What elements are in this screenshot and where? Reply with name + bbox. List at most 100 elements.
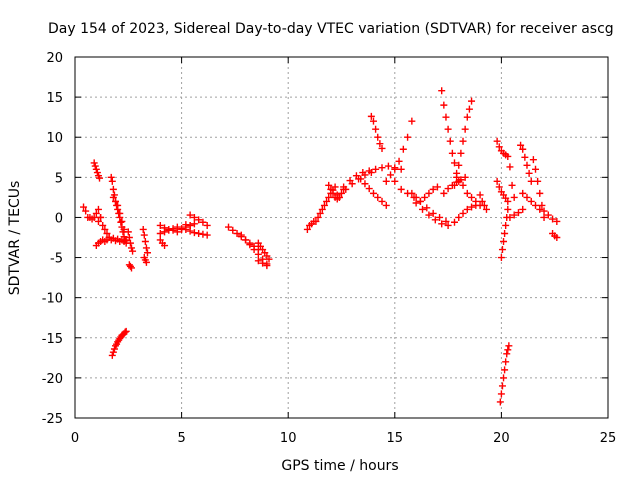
data-point xyxy=(143,249,151,257)
y-tick-label: -25 xyxy=(42,412,63,427)
data-point xyxy=(325,181,333,189)
data-point xyxy=(195,229,203,237)
data-point xyxy=(361,180,369,188)
data-point xyxy=(497,390,505,398)
series-arc-d10 xyxy=(408,183,441,205)
data-point xyxy=(536,189,544,197)
series-arc-c2 xyxy=(237,231,271,268)
y-tick-label: 5 xyxy=(55,171,63,186)
data-point xyxy=(540,207,548,215)
data-point xyxy=(425,211,433,219)
series-arc-a8 xyxy=(125,261,135,272)
series-arc-f1 xyxy=(493,137,512,160)
data-point xyxy=(502,358,510,366)
data-point xyxy=(523,161,531,169)
data-point xyxy=(457,176,465,184)
series-arc-a4 xyxy=(94,205,113,241)
data-point xyxy=(122,327,130,335)
data-point xyxy=(501,229,509,237)
data-point xyxy=(173,228,181,236)
data-point xyxy=(500,238,508,246)
data-point xyxy=(436,213,444,221)
data-point xyxy=(312,217,320,225)
data-point xyxy=(91,162,99,170)
data-point xyxy=(250,246,258,254)
series-arc-b7 xyxy=(182,225,211,239)
data-point xyxy=(495,183,503,191)
data-point xyxy=(444,185,452,193)
data-point xyxy=(505,342,513,350)
data-point xyxy=(553,217,561,225)
axis-ticks: 0 5 10 15 20 25 -25 -20 -15 -10 -5 0 5 10 15 20 xyxy=(42,51,617,446)
series-arc-f10 xyxy=(549,229,561,241)
data-point xyxy=(442,217,450,225)
data-point xyxy=(237,231,245,239)
data-point xyxy=(463,113,471,121)
data-point xyxy=(182,225,190,233)
x-tick-label: 5 xyxy=(177,431,185,446)
data-point xyxy=(538,201,546,209)
series-arc-a9 xyxy=(108,327,130,359)
series-arc-e3 xyxy=(450,97,476,189)
data-point xyxy=(453,173,461,181)
data-point xyxy=(504,346,512,354)
data-point xyxy=(502,221,510,229)
data-point xyxy=(478,197,486,205)
data-point xyxy=(448,149,456,157)
data-point xyxy=(121,236,129,244)
data-point xyxy=(320,201,328,209)
series-arc-f8 xyxy=(529,156,548,221)
data-point xyxy=(335,193,343,201)
data-point xyxy=(369,117,377,125)
data-point xyxy=(465,105,473,113)
data-point xyxy=(120,233,128,241)
series-arc-d6 xyxy=(357,175,390,209)
series-arc-c4 xyxy=(254,257,271,270)
data-point xyxy=(186,211,194,219)
data-point xyxy=(521,153,529,161)
data-point xyxy=(165,226,173,234)
data-point xyxy=(142,244,150,252)
data-point xyxy=(110,345,118,353)
data-point xyxy=(440,101,448,109)
data-point xyxy=(468,193,476,201)
data-point xyxy=(510,193,518,201)
x-tick-label: 20 xyxy=(493,431,510,446)
data-point xyxy=(190,213,198,221)
data-point xyxy=(161,224,169,232)
data-point xyxy=(450,181,458,189)
series-arc-a7 xyxy=(124,228,137,255)
y-tick-label: 10 xyxy=(46,131,63,146)
data-point xyxy=(514,209,522,217)
x-axis-label: GPS time / hours xyxy=(281,458,398,474)
data-point xyxy=(109,348,117,356)
data-point xyxy=(142,258,150,266)
data-point xyxy=(259,259,267,267)
data-point xyxy=(325,193,333,201)
x-tick-label: 10 xyxy=(280,431,297,446)
data-point xyxy=(126,239,134,247)
data-point xyxy=(482,205,490,213)
data-point xyxy=(444,125,452,133)
data-point xyxy=(92,209,100,217)
data-point xyxy=(544,211,552,219)
data-point xyxy=(318,205,326,213)
data-point xyxy=(459,137,467,145)
data-point xyxy=(450,159,458,167)
data-point xyxy=(121,328,129,336)
data-point xyxy=(391,165,399,173)
data-point xyxy=(384,162,392,170)
series-arc-f9 xyxy=(540,207,561,225)
series-arc-e4 xyxy=(412,199,458,229)
y-tick-label: -20 xyxy=(42,372,63,387)
series-arc-d2 xyxy=(312,183,339,225)
data-point xyxy=(127,264,135,272)
data-point xyxy=(468,203,476,211)
series-arc-b6 xyxy=(186,211,211,229)
data-point xyxy=(376,140,384,148)
data-point xyxy=(125,234,133,241)
data-point xyxy=(493,177,501,185)
series-arc-e6 xyxy=(455,201,480,221)
data-point xyxy=(510,211,518,219)
data-point xyxy=(156,221,164,229)
